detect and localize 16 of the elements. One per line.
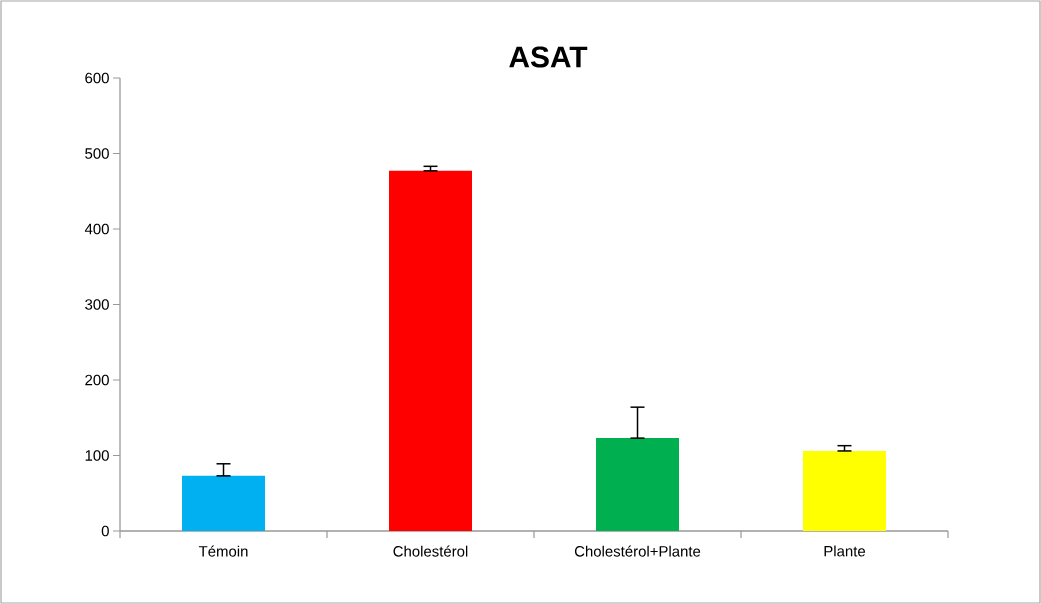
chart-title: ASAT (509, 46, 588, 68)
y-tick-label: 300 (85, 299, 109, 310)
x-tick-label: Plante (824, 545, 866, 557)
x-tick-label: Cholestérol+Plante (574, 545, 701, 557)
y-tick-label: 0 (101, 525, 109, 537)
y-tick-label: 400 (84, 223, 109, 235)
bar (182, 475, 266, 531)
y-tick-label: 600 (85, 72, 109, 84)
y-tick-label: 200 (85, 374, 109, 386)
y-tick-label: 500 (85, 148, 109, 159)
x-tick-label: Témoin (198, 545, 248, 557)
bar (596, 438, 680, 531)
y-tick-label: 100 (85, 450, 109, 461)
bar (803, 450, 887, 531)
bar (389, 170, 473, 531)
x-tick-label: Cholestérol (393, 545, 468, 557)
